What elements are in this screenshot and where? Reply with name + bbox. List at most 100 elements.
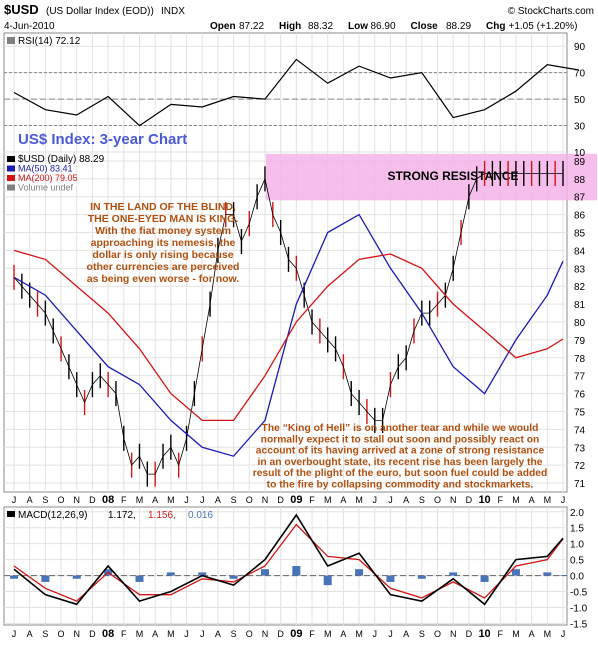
price-tick-label: 71 (574, 479, 586, 490)
rsi-legend-swatch (7, 37, 15, 44)
macd-hist-bar (417, 575, 426, 579)
price-tick-label: 85 (574, 229, 586, 240)
price-legend-entry: MA(200) 79.05 (18, 173, 78, 183)
resistance-label: STRONG RESISTANCE (387, 169, 518, 183)
x-tick-label: M (355, 629, 363, 639)
price-tick-label: 80 (574, 318, 586, 329)
price-legend-entry: Volume undef (18, 183, 74, 193)
x-tick-label: A (152, 495, 158, 505)
price-tick-label: 89 (574, 157, 586, 168)
x-tick-label: M (136, 495, 144, 505)
price-tick-label: 77 (574, 372, 586, 383)
annotation-top-line: dollar is only rising because (92, 249, 233, 261)
annotation-bottom-line: in an overbought state, its recent rise … (258, 457, 543, 468)
exchange-label: INDX (161, 6, 185, 17)
x-tick-label: 08 (102, 494, 114, 506)
x-tick-label: 09 (290, 494, 302, 506)
x-tick-label: A (340, 495, 346, 505)
price-tick-label: 75 (574, 407, 586, 418)
x-tick-label: A (340, 629, 346, 639)
x-tick-label: O (58, 495, 65, 505)
x-tick-label: M (512, 629, 520, 639)
x-tick-label: N (450, 629, 457, 639)
price-tick-label: 76 (574, 390, 586, 401)
macd-hist-bar (449, 572, 458, 576)
annotation-bottom-line: result of the plight of the euro, but so… (253, 468, 548, 479)
rsi-tick-label: 30 (574, 122, 586, 133)
macd-line (13, 513, 564, 606)
price-legend-swatch (7, 165, 15, 172)
x-tick-label: D (277, 495, 284, 505)
ma200-line (13, 249, 564, 422)
x-tick-label: A (27, 495, 33, 505)
ohlc-item: Open 87.22 (210, 21, 264, 32)
price-line (13, 173, 563, 475)
ohlc-label: Close (411, 21, 439, 32)
x-tick-label: F (121, 495, 127, 505)
x-tick-label: M (355, 495, 363, 505)
x-tick-label: J (184, 629, 189, 639)
x-tick-label: J (561, 495, 566, 505)
macd-legend-value: 1.172, (108, 510, 136, 521)
macd-tick-label: 0.0 (570, 572, 584, 583)
price-legend-entry: MA(50) 83.41 (18, 164, 73, 174)
chart-caption: US$ Index: 3-year Chart (18, 131, 187, 148)
ohlc-label: Chg (486, 21, 505, 32)
x-tick-label: S (231, 495, 237, 505)
x-tick-label: 10 (478, 494, 490, 506)
price-legend-swatch (7, 175, 15, 181)
price-tick-label: 74 (574, 425, 586, 436)
x-tick-label: M (167, 495, 175, 505)
x-tick-label: J (388, 629, 393, 639)
x-tick-label: M (167, 629, 175, 639)
price-tick-label: 87 (574, 193, 586, 204)
x-tick-label: N (73, 495, 80, 505)
ohlc-label: Low (348, 21, 368, 32)
annotation-top-line: IN THE LAND OF THE BLIND, (90, 201, 236, 213)
macd-hist-bar (292, 566, 301, 576)
x-tick-label: J (200, 629, 205, 639)
macd-hist-bar (72, 575, 81, 579)
macd-hist-bar (198, 572, 207, 576)
x-tick-label: A (403, 495, 409, 505)
instrument-name: (US Dollar Index (EOD)) (46, 6, 154, 17)
x-tick-label: J (12, 495, 17, 505)
annotation-bottom-line: The “King of Hell” is on another tear an… (262, 423, 539, 434)
x-tick-label: M (136, 629, 144, 639)
rsi-line (13, 58, 579, 127)
ma50-line (13, 213, 564, 457)
x-tick-label: D (466, 495, 473, 505)
x-tick-label: A (152, 629, 158, 639)
rsi-tick-label: 90 (574, 42, 586, 53)
x-tick-label: M (324, 495, 332, 505)
annotation-bottom-line: normally expect it to stall out soon and… (261, 434, 540, 445)
x-tick-label: J (12, 629, 17, 639)
x-tick-label: M (512, 495, 520, 505)
ohlc-item: Close 88.29 (411, 21, 472, 32)
price-tick-label: 83 (574, 264, 586, 275)
ohlc-value: 87.22 (239, 21, 264, 32)
macd-hist-bar (386, 575, 395, 582)
x-tick-label: 10 (478, 628, 490, 640)
x-tick-label: J (200, 495, 205, 505)
ohlc-label: High (279, 21, 301, 32)
macd-tick-label: 1.5 (570, 524, 584, 535)
x-tick-label: M (544, 495, 552, 505)
x-tick-label: O (434, 629, 441, 639)
x-tick-label: A (529, 495, 535, 505)
macd-hist-bar (10, 575, 18, 579)
annotation-top-line: approaching its nemesis, the (91, 237, 236, 249)
x-tick-label: D (466, 629, 473, 639)
x-tick-label: 09 (290, 628, 302, 640)
ohlc-value: 88.32 (308, 21, 333, 32)
macd-hist-bar (559, 575, 567, 576)
x-tick-label: A (529, 629, 535, 639)
x-tick-label: A (403, 629, 409, 639)
x-tick-label: S (42, 629, 48, 639)
macd-legend-hist: 0.016 (188, 510, 213, 521)
annotation-top-line: other currencies are perceived (87, 261, 240, 273)
macd-hist-bar (543, 572, 552, 576)
resistance-zone (266, 153, 597, 201)
x-tick-label: N (262, 495, 269, 505)
